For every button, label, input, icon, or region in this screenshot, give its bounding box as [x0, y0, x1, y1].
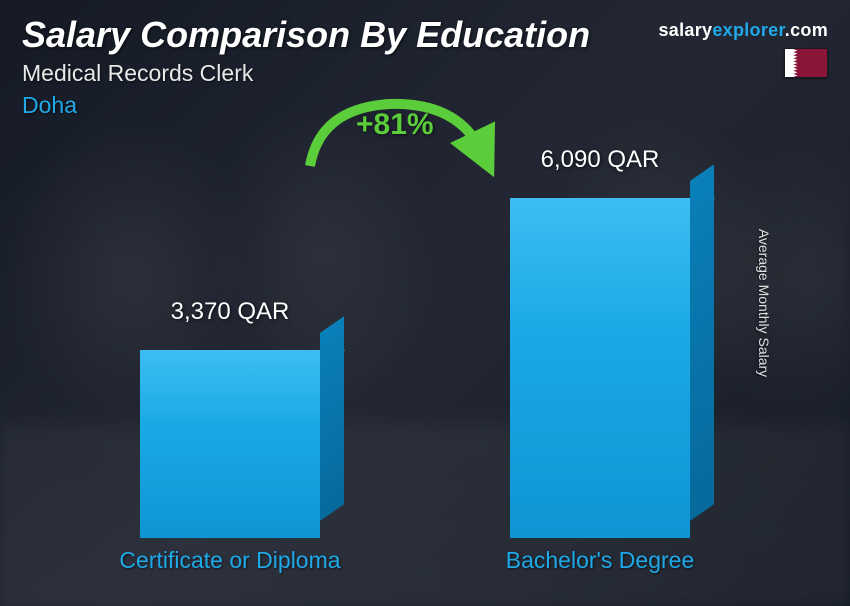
- bar-category-label: Certificate or Diploma: [80, 547, 380, 574]
- bar-chart: 3,370 QAR Certificate or Diploma 6,090 Q…: [60, 130, 780, 574]
- bar-bachelors-degree: 6,090 QAR: [510, 198, 690, 538]
- flag-maroon-band: [793, 49, 827, 77]
- brand-part1: salary: [658, 20, 712, 40]
- bar-side-face: [690, 164, 714, 521]
- brand-suffix: .com: [785, 20, 828, 40]
- brand-watermark: salaryexplorer.com: [658, 20, 828, 41]
- bar-value-label: 6,090 QAR: [510, 146, 690, 174]
- bar-value-label: 3,370 QAR: [140, 298, 320, 326]
- bar-3d-shape: [140, 350, 320, 538]
- qatar-flag-icon: [784, 48, 828, 78]
- bar-certificate-diploma: 3,370 QAR: [140, 350, 320, 538]
- bar-category-label: Bachelor's Degree: [450, 547, 750, 574]
- chart-title: Salary Comparison By Education: [22, 14, 590, 56]
- bar-front-face: [510, 198, 690, 538]
- subtitle-job: Medical Records Clerk: [22, 60, 253, 87]
- bar-3d-shape: [510, 198, 690, 538]
- bar-front-face: [140, 350, 320, 538]
- subtitle-location: Doha: [22, 92, 77, 119]
- content-layer: Salary Comparison By Education Medical R…: [0, 0, 850, 606]
- percent-increase-annotation: +81%: [356, 108, 434, 142]
- bar-side-face: [320, 316, 344, 521]
- brand-part2: explorer: [712, 20, 784, 40]
